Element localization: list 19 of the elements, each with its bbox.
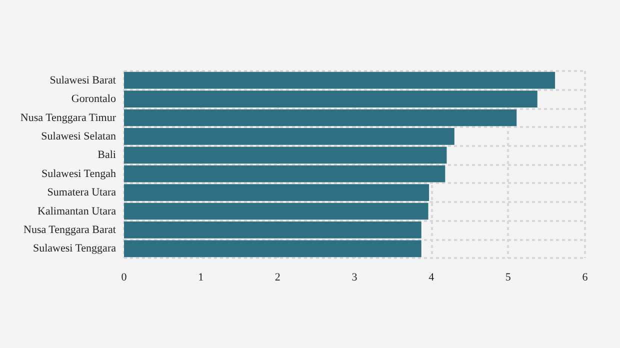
y-tick-label: Gorontalo bbox=[71, 93, 116, 106]
y-tick-label: Sulawesi Selatan bbox=[41, 130, 116, 142]
x-tick-label: 1 bbox=[198, 272, 204, 284]
y-tick-label: Bali bbox=[98, 149, 116, 162]
x-tick-label: 3 bbox=[352, 272, 358, 284]
x-tick-label: 5 bbox=[505, 272, 512, 284]
y-tick-label: Sulawesi Barat bbox=[50, 74, 116, 86]
bar bbox=[124, 109, 517, 126]
y-tick-label: Sulawesi Tengah bbox=[42, 168, 116, 180]
y-tick-label: Kalimantan Utara bbox=[38, 205, 116, 218]
y-tick-label: Sumatera Utara bbox=[47, 186, 116, 199]
x-tick-label: 4 bbox=[428, 272, 435, 284]
x-tick-label: 0 bbox=[121, 272, 128, 284]
y-tick-label: Nusa Tenggara Barat bbox=[24, 224, 116, 236]
y-tick-label: Nusa Tenggara Timur bbox=[20, 112, 116, 124]
x-tick-label: 2 bbox=[274, 272, 280, 284]
y-tick-label: Sulawesi Tenggara bbox=[32, 242, 116, 255]
x-tick-label: 6 bbox=[582, 272, 588, 284]
bar bbox=[124, 202, 428, 220]
